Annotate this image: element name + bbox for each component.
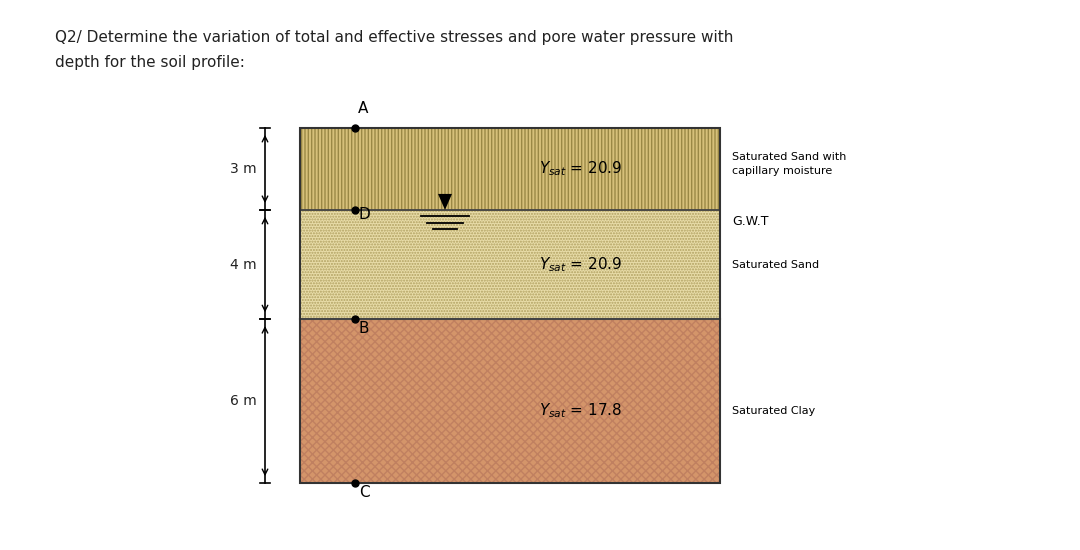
Polygon shape bbox=[438, 194, 453, 210]
Text: C: C bbox=[359, 485, 369, 500]
Bar bbox=[300, 128, 720, 210]
Text: Saturated Clay: Saturated Clay bbox=[732, 406, 815, 416]
Text: 3 m: 3 m bbox=[230, 162, 256, 176]
Text: $\mathit{Y}_{sat}$ = 17.8: $\mathit{Y}_{sat}$ = 17.8 bbox=[539, 402, 622, 420]
Bar bbox=[300, 128, 720, 210]
Text: A: A bbox=[357, 101, 368, 116]
Text: B: B bbox=[359, 321, 369, 336]
Bar bbox=[300, 210, 720, 319]
Text: depth for the soil profile:: depth for the soil profile: bbox=[55, 55, 245, 70]
Text: G.W.T: G.W.T bbox=[732, 216, 769, 228]
Text: Saturated Sand: Saturated Sand bbox=[732, 260, 819, 270]
Text: Q2/ Determine the variation of total and effective stresses and pore water press: Q2/ Determine the variation of total and… bbox=[55, 30, 733, 45]
Text: capillary moisture: capillary moisture bbox=[732, 166, 833, 175]
Text: D: D bbox=[359, 207, 370, 222]
Text: 4 m: 4 m bbox=[230, 257, 256, 272]
Bar bbox=[300, 210, 720, 319]
Text: $\mathit{Y}_{sat}$ = 20.9: $\mathit{Y}_{sat}$ = 20.9 bbox=[539, 255, 623, 274]
Text: $\mathit{Y}_{sat}$ = 20.9: $\mathit{Y}_{sat}$ = 20.9 bbox=[539, 160, 623, 178]
Text: Saturated Sand with: Saturated Sand with bbox=[732, 152, 847, 162]
Bar bbox=[300, 128, 720, 483]
Bar bbox=[300, 319, 720, 483]
Text: 6 m: 6 m bbox=[230, 394, 256, 408]
Bar bbox=[300, 319, 720, 483]
